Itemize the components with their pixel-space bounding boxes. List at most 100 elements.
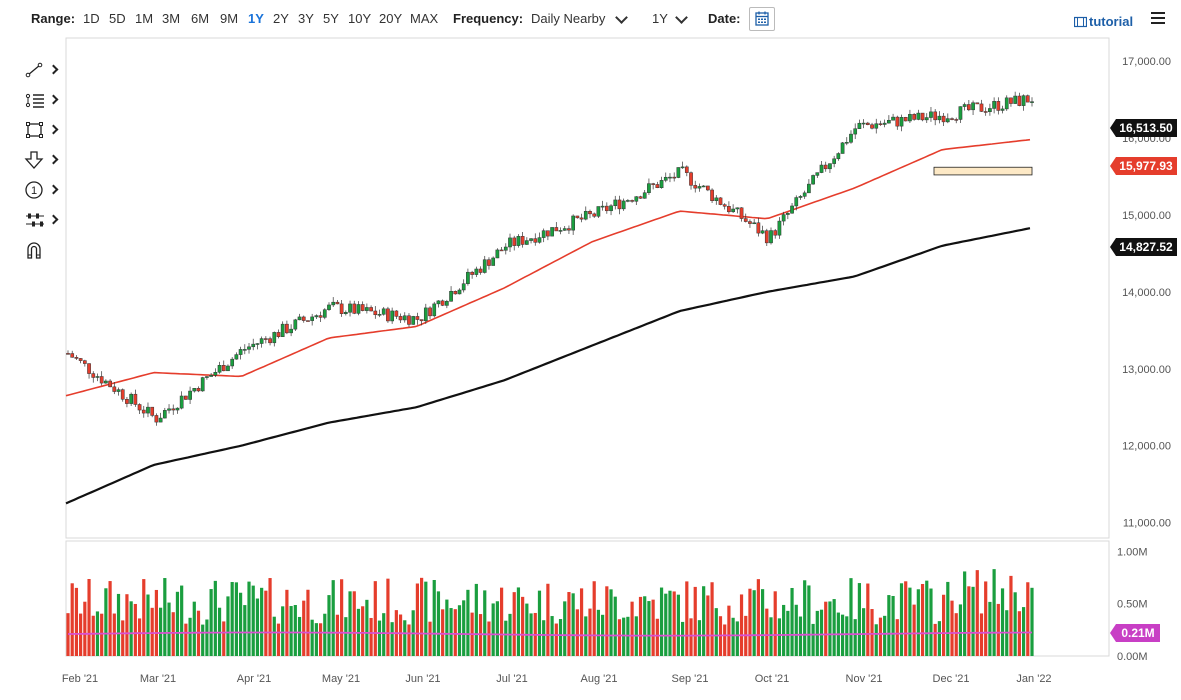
candle-body [802,192,807,197]
calendar-icon [755,11,769,26]
candle-body [844,142,849,144]
candle-body [272,332,277,344]
support-zone-rectangle[interactable] [933,166,1033,176]
candle-body [781,214,786,222]
tool-rectangle[interactable] [20,118,60,142]
volume-bar [255,598,260,656]
candle-body [785,212,790,215]
range-5y[interactable]: 5Y [323,11,339,26]
candle-body [710,189,714,201]
range-2y[interactable]: 2Y [273,11,289,26]
candle-body [167,408,171,411]
tool-line[interactable] [20,58,60,82]
price-tick-label: 13,000.00 [1122,364,1171,376]
volume-bar [925,580,929,656]
range-6m[interactable]: 6M [191,11,210,26]
frequency-select[interactable]: Daily Nearby [531,11,606,26]
candle-body [836,153,841,160]
candle-body [200,377,205,392]
candle-body [567,228,571,231]
volume-bar [963,571,967,656]
candle-body [937,115,942,121]
range-5d[interactable]: 5D [109,11,126,26]
tool-number-label[interactable]: 1 [20,178,60,202]
tool-magnet[interactable] [20,238,60,262]
volume-bar [769,617,773,656]
tool-fibonacci[interactable] [20,88,60,112]
volume-bar [672,591,676,656]
candle-body [684,166,689,173]
candle-body [950,118,954,120]
range-10y[interactable]: 10Y [348,11,372,26]
rectangle-icon [26,122,43,138]
candle-body [908,114,912,122]
volume-bar [710,582,714,656]
candle-body [217,365,222,373]
range-3y[interactable]: 3Y [298,11,314,26]
volume-bar [596,609,601,656]
time-tick-label: May '21 [322,673,360,685]
candle-body [689,172,693,186]
volume-bar [765,608,769,656]
range-3m[interactable]: 3M [162,11,181,26]
range-20y[interactable]: 20Y [379,11,403,26]
candle-body [672,176,677,179]
candle-body [373,310,378,316]
candle-body [748,221,752,224]
candle-body [777,220,782,236]
tool-arrow[interactable] [20,148,60,172]
candle-body [411,316,416,325]
volume-bar [188,617,192,656]
svg-text:0.21M: 0.21M [1121,626,1154,640]
volume-bar [803,580,807,656]
candle-body [238,349,243,355]
volume-bar [731,617,735,656]
candle-body [596,206,601,217]
candle-body [184,395,188,400]
volume-bar [276,623,281,656]
volume-bar [622,617,626,656]
tutorial-link[interactable]: tutorial [1089,14,1134,29]
volume-bar [887,595,891,656]
candle-body [1013,95,1018,104]
candle-body [756,222,761,234]
range-1m[interactable]: 1M [135,11,154,26]
volume-bar [403,620,407,656]
volume-bar [975,570,979,656]
volume-bar [819,609,824,656]
candle-body [264,338,268,340]
candle-body [78,358,83,361]
range-max[interactable]: MAX [410,11,439,26]
range-1y[interactable]: 1Y [248,11,264,26]
candle-body [470,271,474,275]
hamburger-menu-icon[interactable] [1151,12,1165,24]
volume-bar [293,605,297,656]
volume-bar [916,589,920,656]
range-9m[interactable]: 9M [220,11,239,26]
candle-body [297,316,302,321]
volume-bar [226,596,230,656]
volume-bar [386,578,390,656]
volume-bar [689,618,693,656]
candle-body [773,230,778,236]
volume-bar [142,579,146,656]
candle-body [945,118,950,123]
volume-bar [874,624,878,656]
calendar-button[interactable] [749,7,775,31]
volume-bar [941,594,946,656]
volume-bar [398,614,403,656]
tool-measure[interactable] [20,208,60,232]
candlesticks [66,91,1034,426]
range-1d[interactable]: 1D [83,11,100,26]
candle-body [104,380,108,384]
volume-bar [904,581,908,656]
candle-body [179,395,184,409]
candle-body [268,338,272,344]
period-select[interactable]: 1Y [652,11,668,26]
candle-body [474,268,479,275]
volume-bar [167,602,171,656]
candle-body [171,408,176,411]
volume-bar [1021,607,1026,656]
volume-bar [883,615,887,656]
